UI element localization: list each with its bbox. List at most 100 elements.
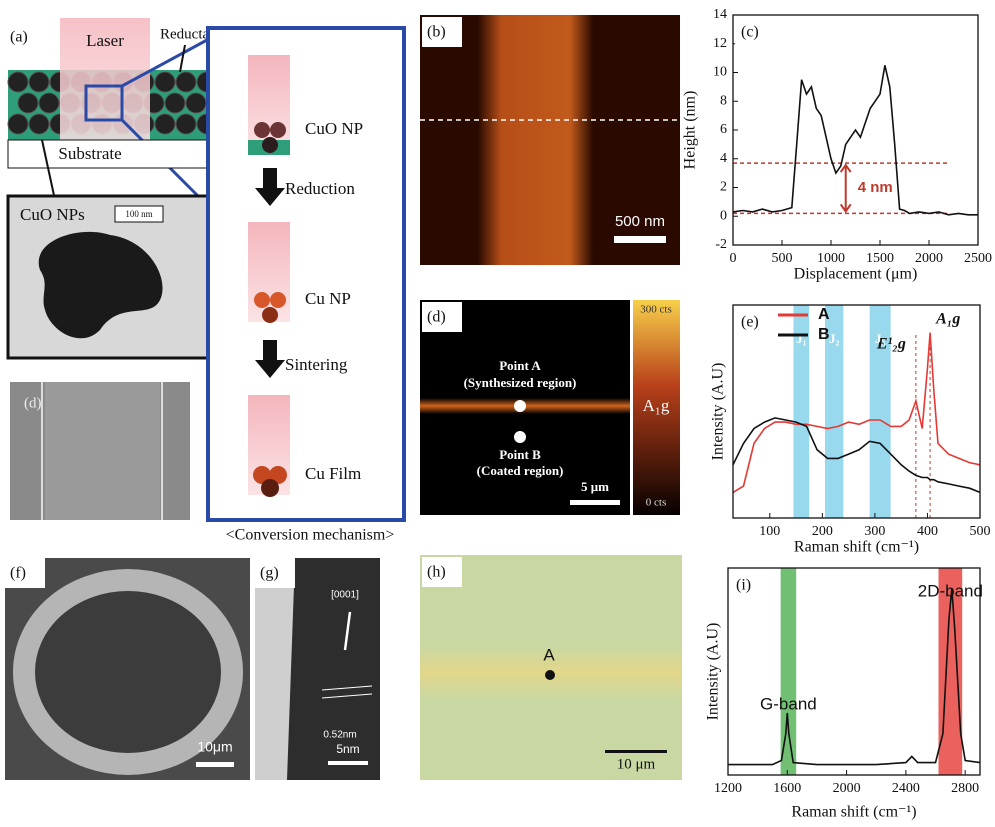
chart: E¹₂gA₁g100200300400500J₁J₂J₃Intensity (A… [710, 305, 991, 556]
band-label: J₃ [875, 331, 886, 346]
panel-a-sem: (d) [10, 382, 190, 520]
scale-bar [614, 236, 666, 243]
direction-label: [0001] [331, 590, 359, 601]
x-tick-label: 100 [759, 524, 780, 539]
particle [262, 137, 278, 153]
laser-column [248, 222, 290, 322]
particle [8, 72, 28, 92]
panel-g: (g) [0001] 0.52nm 5nm [255, 558, 380, 780]
particle [155, 114, 175, 134]
scale-label: 10μm [197, 739, 232, 755]
x-tick-label: 2800 [951, 781, 979, 796]
scale-label: 100 nm [125, 209, 152, 219]
step-label: Cu NP [305, 289, 351, 308]
y-tick-label: 0 [720, 208, 727, 223]
panel-label: (c) [741, 24, 759, 41]
point-b [514, 431, 526, 443]
arrow-label: Sintering [285, 355, 348, 374]
y-tick-label: 2 [720, 180, 727, 195]
peak-label: A₁g [935, 311, 960, 328]
scale-label: 5 μm [581, 479, 609, 494]
legend-label: B [818, 326, 830, 343]
x-tick-label: 1600 [773, 781, 801, 796]
y-axis-label: Intensity (A.U) [705, 623, 722, 721]
particle [8, 114, 28, 134]
panel-f: (f) 10μm [5, 558, 250, 780]
x-axis-label: Raman shift (cm⁻¹) [791, 804, 916, 821]
point-label: Point A [499, 358, 541, 373]
point-label: A [543, 645, 555, 664]
band-label: J₁ [796, 331, 807, 346]
data-line [733, 65, 978, 215]
panel-a: (a) Laser Reductant Substrate CuO NPs 10… [8, 18, 227, 358]
panel-label: (b) [427, 24, 446, 41]
x-axis-label: Displacement (μm) [794, 266, 918, 283]
panel-label: (e) [741, 314, 759, 331]
step-label: CuO NP [305, 119, 363, 138]
pointer [180, 45, 185, 72]
point-a [545, 670, 555, 680]
panel-label: (f) [10, 565, 26, 582]
y-tick-label: 8 [720, 93, 727, 108]
mechanism-box [208, 28, 404, 520]
particle [29, 72, 49, 92]
y-axis-label: Intensity (A.U) [710, 363, 727, 461]
colorbar-max: 300 cts [640, 304, 671, 316]
scale-label: 500 nm [615, 213, 665, 230]
x-tick-label: 2000 [833, 781, 861, 796]
particle [39, 93, 59, 113]
particle [262, 307, 278, 323]
band [781, 568, 797, 775]
y-tick-label: 12 [713, 36, 727, 51]
x-tick-label: 1200 [714, 781, 742, 796]
particle [176, 114, 196, 134]
y-tick-label: -2 [715, 237, 727, 252]
x-tick-label: 2400 [892, 781, 920, 796]
point-a [514, 400, 526, 412]
scale-bar [570, 500, 620, 505]
annotation: 4 nm [858, 179, 893, 196]
caption: <Conversion mechanism> [226, 527, 395, 544]
spacing-label: 0.52nm [323, 730, 356, 741]
panel-label: (a) [10, 29, 28, 46]
scale-label: 5nm [336, 742, 359, 756]
band-label: J₂ [829, 331, 840, 346]
panel-d: (d) Point A (Synthesized region) Point B… [420, 300, 680, 515]
particle [270, 292, 286, 308]
particle [29, 114, 49, 134]
particle [176, 72, 196, 92]
panel-label: (i) [736, 577, 751, 594]
particle [186, 93, 206, 113]
substrate-label: Substrate [58, 144, 121, 163]
data-line [733, 333, 980, 493]
sem-track [45, 382, 160, 520]
arrow-label: Reduction [285, 179, 355, 198]
scale-bar [605, 750, 667, 753]
x-tick-label: 500 [772, 251, 793, 266]
panel-h: (h) A 10 μm [420, 555, 682, 780]
particle [254, 292, 270, 308]
y-tick-label: 6 [720, 122, 727, 137]
laser-label: Laser [86, 31, 124, 50]
particle [270, 122, 286, 138]
scale-bar [328, 761, 368, 765]
particle [165, 93, 185, 113]
particle [261, 479, 279, 497]
colorbar-label: A₁g [643, 396, 670, 415]
x-axis-label: Raman shift (cm⁻¹) [794, 539, 919, 556]
particle [254, 122, 270, 138]
y-tick-label: 10 [713, 65, 727, 80]
x-tick-label: 300 [864, 524, 885, 539]
panel-label: (g) [260, 565, 279, 582]
step-label: Cu Film [305, 464, 361, 483]
point-label: Point B [499, 447, 541, 462]
x-tick-label: 200 [812, 524, 833, 539]
charts: 4 nm05001000150020002500-202468101214Hei… [682, 7, 992, 820]
plot-frame [733, 305, 980, 518]
y-tick-label: 4 [720, 151, 727, 166]
band-label: G-band [760, 694, 817, 713]
scale-label: 10 μm [617, 756, 656, 772]
legend-label: A [818, 306, 830, 323]
tem-label: CuO NPs [20, 205, 85, 224]
